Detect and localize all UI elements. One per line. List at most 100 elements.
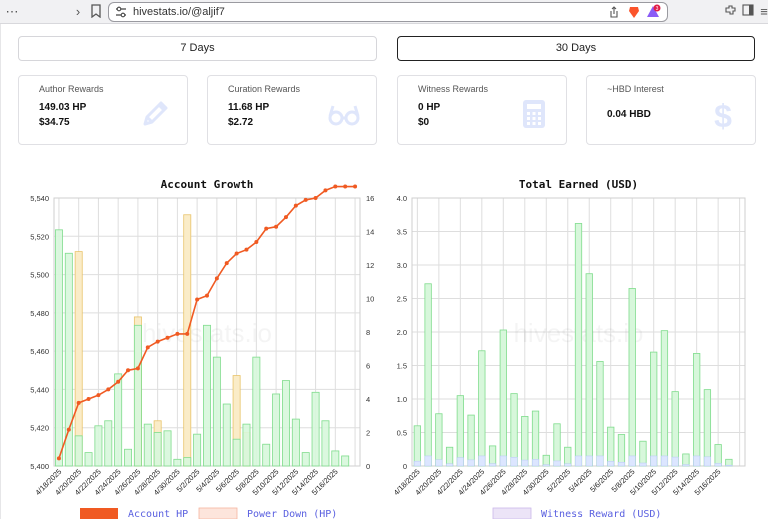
earned-bar xyxy=(424,283,432,467)
menu-icon[interactable]: ≡ xyxy=(760,4,768,19)
earned-bar xyxy=(456,395,464,467)
reward-bar xyxy=(153,432,162,467)
reward-bar xyxy=(64,252,73,467)
earned-y-tick-label: 2.0 xyxy=(397,328,407,337)
hbd-interest-value: 0.04 HBD xyxy=(607,109,651,120)
earned-y-tick-label: 0 xyxy=(403,462,407,471)
account-hp-point xyxy=(353,184,358,189)
share-icon[interactable] xyxy=(607,5,621,19)
account-hp-point xyxy=(254,240,259,245)
account-hp-point xyxy=(224,261,229,266)
hbd-interest-card: ~HBD Interest 0.04 HBD $ xyxy=(586,75,756,145)
earned-bar xyxy=(617,434,626,467)
growth-y-tick-label: 5,540 xyxy=(30,194,49,203)
earned-sub-bar xyxy=(693,455,701,467)
account-hp-point xyxy=(234,251,239,256)
earned-bar xyxy=(499,329,507,467)
account-hp-point xyxy=(66,427,71,432)
earned-sub-bar xyxy=(714,463,722,467)
witness-rewards-hp: 0 HP xyxy=(418,102,441,113)
earned-bar xyxy=(564,446,572,467)
earned-sub-bar xyxy=(478,455,486,467)
bookmark-icon[interactable] xyxy=(88,4,104,20)
pencil-icon xyxy=(143,101,168,126)
forward-icon[interactable]: › xyxy=(75,4,81,19)
account-hp-point xyxy=(283,215,288,220)
earned-bar xyxy=(542,454,550,467)
reward-bar xyxy=(183,457,192,467)
reward-bar xyxy=(301,452,310,467)
card-title: ~HBD Interest xyxy=(607,84,664,94)
reward-bar xyxy=(212,356,221,467)
earned-bar xyxy=(650,351,658,467)
account-hp-point xyxy=(333,184,338,189)
earned-sub-bar xyxy=(435,459,443,467)
reward-bar xyxy=(94,425,103,467)
browser-toolbar: ⋯ › hivestats.io/@aljif7 3 ≡ xyxy=(0,0,768,24)
rewards-icon[interactable]: 3 xyxy=(645,4,661,20)
account-hp-point xyxy=(205,293,209,298)
reward-bar xyxy=(54,229,63,467)
account-hp-point xyxy=(175,331,180,336)
seven-days-button[interactable]: 7 Days xyxy=(18,36,377,61)
reward-bar xyxy=(341,455,350,467)
earned-sub-bar xyxy=(521,459,529,467)
extensions-icon[interactable] xyxy=(722,4,738,20)
legend-swatch-account-hp xyxy=(80,508,118,519)
card-title: Witness Rewards xyxy=(418,84,489,94)
more-icon[interactable]: ⋯ xyxy=(5,4,19,19)
growth-y2-tick-label: 10 xyxy=(366,295,374,304)
reward-bar xyxy=(193,433,202,467)
earned-sub-bar xyxy=(703,456,711,467)
thirty-days-button[interactable]: 30 Days xyxy=(397,36,755,61)
earned-bar xyxy=(628,288,636,467)
account-hp-point xyxy=(195,297,200,302)
earned-sub-bar xyxy=(446,463,454,467)
earned-sub-bar xyxy=(617,461,625,467)
earned-bar xyxy=(553,423,561,467)
svg-text:$: $ xyxy=(714,98,732,132)
witness-rewards-usd: $0 xyxy=(418,117,430,128)
site-settings-icon[interactable] xyxy=(114,5,128,19)
earned-bar xyxy=(660,330,669,467)
account-hp-point xyxy=(145,345,150,350)
reward-bar xyxy=(74,435,83,467)
account-hp-point xyxy=(165,335,170,340)
earned-y-tick-label: 1.5 xyxy=(397,362,407,371)
glasses-icon xyxy=(328,105,360,126)
earned-sub-bar xyxy=(650,455,658,467)
earned-y-tick-label: 3.0 xyxy=(397,261,407,270)
account-hp-point xyxy=(244,247,249,252)
earned-sub-bar xyxy=(489,463,497,467)
earned-bar xyxy=(682,453,690,467)
reward-bar xyxy=(222,403,231,467)
legend-label-account-hp: Account HP xyxy=(128,509,188,519)
url-text[interactable]: hivestats.io/@aljif7 xyxy=(133,6,225,18)
curation-rewards-hp: 11.68 HP xyxy=(228,102,270,113)
sidebar-icon[interactable] xyxy=(740,4,756,20)
reward-bar xyxy=(282,380,290,467)
earned-sub-bar xyxy=(532,459,540,467)
growth-y-tick-label: 5,400 xyxy=(30,462,49,471)
earned-y-tick-label: 3.5 xyxy=(397,228,407,237)
legend-swatch-witness xyxy=(492,507,532,519)
account-hp-point xyxy=(96,393,101,398)
account-hp-point xyxy=(106,387,111,392)
account-hp-point xyxy=(303,197,308,202)
earned-bar xyxy=(574,223,583,467)
earned-sub-bar xyxy=(553,460,561,467)
growth-chart-title: Account Growth xyxy=(161,178,254,191)
earned-bar xyxy=(445,446,454,467)
earned-y-tick-label: 1.0 xyxy=(397,395,407,404)
reward-bar xyxy=(84,452,93,467)
account-hp-point xyxy=(135,366,140,371)
reward-bar xyxy=(262,443,271,467)
growth-y2-tick-label: 14 xyxy=(366,228,374,237)
earned-sub-bar xyxy=(575,455,582,467)
earned-sub-bar xyxy=(628,455,636,467)
address-bar[interactable]: hivestats.io/@aljif7 3 xyxy=(108,2,668,22)
brave-shield-icon[interactable] xyxy=(627,5,641,19)
account-hp-point xyxy=(126,368,131,373)
earned-bar xyxy=(531,410,540,467)
earned-bar xyxy=(596,361,604,467)
